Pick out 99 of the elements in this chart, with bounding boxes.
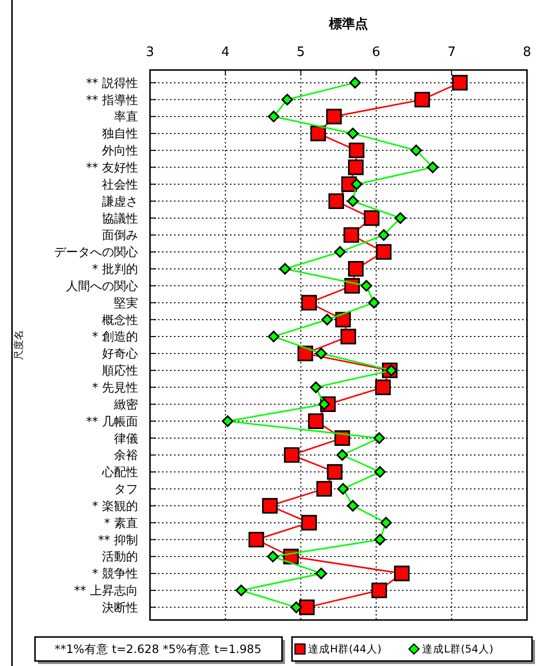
x-tick-label: 8 (522, 45, 532, 60)
y-tick-label: 独自性 (102, 126, 138, 141)
y-tick-label: * 批判的 (92, 262, 138, 276)
y-tick-label: * 素直 (104, 516, 138, 530)
x-tick-label: 3 (146, 45, 154, 60)
point (310, 126, 326, 142)
legend-label: 達成L群(54人) (422, 642, 494, 656)
y-tick-label: ** 几帳面 (86, 414, 138, 428)
point (335, 312, 351, 328)
point (347, 195, 359, 207)
y-tick-label: 率直 (114, 110, 138, 124)
y-tick-label: * 競争性 (92, 566, 138, 581)
y-tick-label: 外向性 (102, 144, 138, 158)
y-tick-label: 協議性 (102, 211, 138, 226)
x-tick-label: 7 (447, 45, 456, 60)
y-tick-label: * 創造的 (92, 330, 138, 344)
point (315, 348, 327, 360)
point (326, 464, 343, 480)
point (315, 568, 327, 580)
x-tick-label: 4 (221, 45, 230, 60)
point (394, 566, 410, 582)
x-tick-label: 5 (296, 45, 305, 60)
y-tick-label: ** 説得性 (86, 76, 138, 90)
point (348, 261, 364, 277)
y-tick-label: データへの関心 (54, 245, 138, 260)
y-tick-label: * 先見性 (92, 380, 138, 395)
point (376, 244, 392, 260)
point (373, 432, 386, 444)
point (328, 193, 344, 209)
x-tick-label: 6 (372, 45, 380, 60)
point (347, 128, 359, 140)
y-tick-label: 律儀 (114, 431, 138, 446)
point (299, 600, 315, 616)
point (348, 160, 364, 176)
point (301, 514, 317, 530)
point (340, 328, 356, 344)
x-axis-title: 標準点 (328, 16, 368, 32)
y-tick-label: 余裕 (114, 448, 138, 462)
y-tick-label: ** 上昇志向 (74, 584, 138, 598)
y-tick-label: ** 指導性 (86, 92, 138, 107)
point (222, 415, 234, 427)
point (334, 246, 346, 258)
point (344, 227, 360, 243)
point (378, 229, 390, 241)
point (414, 92, 430, 108)
y-tick-label: 社会性 (102, 177, 138, 192)
point (262, 498, 278, 514)
point (321, 314, 333, 326)
point (394, 212, 406, 224)
point (349, 76, 361, 88)
y-tick-label: ** 友好性 (86, 160, 138, 175)
y-tick-label: 順応性 (102, 364, 138, 378)
y-tick-label: 緻密 (113, 397, 138, 412)
y-tick-label: 決断性 (102, 600, 138, 615)
y-tick-label: 人間への関心 (66, 278, 138, 293)
point (316, 481, 332, 497)
y-tick-label: タフ (114, 482, 138, 496)
point (248, 532, 264, 548)
point (452, 74, 468, 90)
point (426, 162, 439, 174)
point (374, 534, 386, 546)
point (364, 210, 380, 226)
point (347, 500, 359, 512)
point (348, 142, 364, 158)
point (336, 449, 348, 461)
point (308, 413, 324, 429)
point (371, 582, 388, 598)
y-axis-title: 尺度名 (13, 330, 25, 360)
point (284, 447, 300, 463)
point (281, 94, 294, 106)
point (279, 263, 291, 275)
legend-label: 達成H群(44人) (308, 642, 382, 656)
point (380, 516, 392, 528)
point (350, 178, 362, 190)
point (368, 296, 380, 308)
point (326, 108, 342, 124)
y-tick-label: 面倒み (102, 228, 138, 242)
point (235, 584, 248, 596)
text: **1%有意 t=2.628 *5%有意 t=1.985 (54, 642, 262, 656)
point (298, 346, 314, 362)
point (360, 280, 372, 292)
y-tick-label: 謙虚さ (102, 194, 138, 208)
y-tick-label: 堅実 (114, 296, 138, 310)
point (268, 110, 280, 122)
y-tick-label: 好奇心 (102, 346, 138, 361)
point (374, 466, 386, 478)
point (337, 483, 349, 495)
point (310, 382, 322, 394)
y-tick-label: * 楽観的 (92, 498, 138, 513)
point (267, 550, 279, 562)
y-tick-label: ** 抑制 (98, 532, 138, 547)
y-tick-label: 活動的 (102, 550, 138, 564)
point (290, 602, 302, 614)
point (268, 330, 280, 342)
point (375, 380, 391, 396)
point (301, 294, 317, 310)
y-tick-label: 概念性 (102, 312, 138, 327)
point (410, 144, 422, 156)
y-tick-label: 心配性 (101, 465, 138, 480)
